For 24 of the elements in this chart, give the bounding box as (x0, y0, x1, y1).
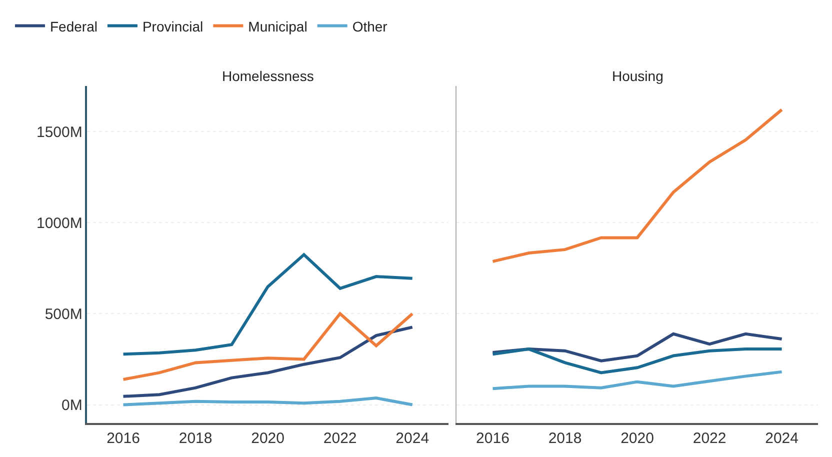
x-tick-label: 2020 (620, 430, 654, 447)
y-tick-label: 500M (44, 306, 82, 323)
line-series (122, 396, 414, 406)
legend-label: Municipal (248, 18, 308, 34)
line-series (122, 312, 414, 381)
x-tick-label: 2024 (396, 430, 430, 447)
x-tick-label: 2022 (323, 430, 357, 447)
y-tick-label: 1500M (36, 124, 82, 141)
x-tick-label: 2018 (178, 430, 212, 447)
x-tick-label: 2018 (548, 430, 582, 447)
x-tick-label: 2020 (251, 430, 284, 447)
x-tick-label: 2016 (476, 430, 510, 447)
legend-label: Provincial (142, 18, 204, 34)
legend-label: Other (352, 18, 388, 34)
chart-title: Housing (612, 68, 664, 84)
x-tick-label: 2016 (106, 430, 140, 447)
line-series (122, 326, 414, 398)
chart-title: Homelessness (222, 68, 314, 84)
y-tick-label: 1000M (36, 214, 82, 232)
legend-label: Federal (50, 18, 98, 34)
line-series (122, 253, 414, 356)
x-tick-label: 2022 (692, 430, 726, 447)
y-tick-label: 0M (62, 397, 82, 414)
x-tick-label: 2024 (765, 430, 798, 447)
